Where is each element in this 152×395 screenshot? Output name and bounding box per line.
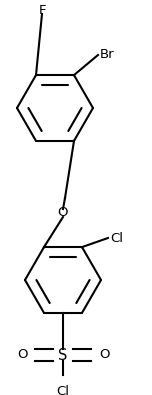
Text: O: O bbox=[99, 348, 109, 361]
Text: Cl: Cl bbox=[57, 385, 69, 395]
Text: O: O bbox=[58, 207, 68, 220]
Text: Cl: Cl bbox=[110, 231, 123, 245]
Text: S: S bbox=[58, 348, 68, 363]
Text: O: O bbox=[17, 348, 27, 361]
Text: F: F bbox=[38, 4, 46, 17]
Text: Br: Br bbox=[100, 49, 115, 62]
